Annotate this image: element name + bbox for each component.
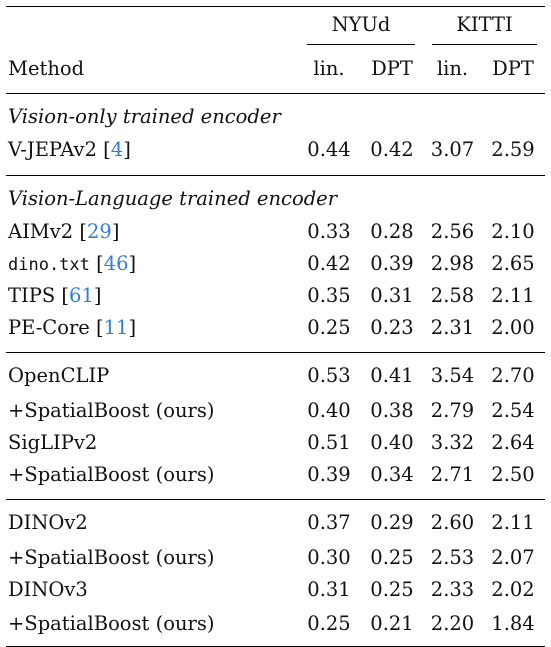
table-row-ours: +SpatialBoost (ours) 0.25 0.21 2.20 1.84 <box>6 606 545 647</box>
table-row: dino.txt [46] 0.42 0.39 2.98 2.65 <box>6 248 545 280</box>
value-cell: 2.58 <box>430 284 475 308</box>
value-cell: 0.25 <box>370 546 414 570</box>
value-cell: 0.28 <box>370 220 414 244</box>
value-cell: 0.42 <box>370 138 414 162</box>
header-sub-row: Method lin. DPT lin. DPT <box>6 45 545 94</box>
value-cell: 1.84 <box>491 612 535 636</box>
value-cell: 0.34 <box>370 463 414 487</box>
method-cell: SigLIPv2 <box>8 431 98 455</box>
value-cell: 3.32 <box>430 431 475 455</box>
value-cell: 2.02 <box>491 578 535 602</box>
citation-link[interactable]: 61 <box>69 284 94 308</box>
section-title-vision-only: Vision-only trained encoder <box>8 105 281 129</box>
value-cell: 0.40 <box>307 399 351 423</box>
value-cell: 2.33 <box>430 578 475 602</box>
value-cell: 2.50 <box>491 463 535 487</box>
table-row: TIPS [61] 0.35 0.31 2.58 2.11 <box>6 280 545 312</box>
value-cell: 2.20 <box>430 612 475 636</box>
table-row: OpenCLIP 0.53 0.41 3.54 2.70 <box>6 352 545 396</box>
method-cell: +SpatialBoost (ours) <box>8 546 215 570</box>
value-cell: 2.56 <box>430 220 475 244</box>
value-cell: 0.35 <box>307 284 351 308</box>
value-cell: 0.51 <box>307 431 351 455</box>
table-row-ours: +SpatialBoost (ours) 0.30 0.25 2.53 2.07 <box>6 542 545 574</box>
section-title-vision-language: Vision-Language trained encoder <box>8 187 338 211</box>
value-cell: 0.25 <box>307 612 351 636</box>
value-cell: 2.07 <box>491 546 535 570</box>
method-cell: dino.txt [46] <box>8 252 137 275</box>
value-cell: 0.31 <box>370 284 414 308</box>
section-header: Vision-Language trained encoder <box>6 175 545 217</box>
value-cell: 0.38 <box>370 399 414 423</box>
section-header: Vision-only trained encoder <box>6 93 545 135</box>
table-row: SigLIPv2 0.51 0.40 3.32 2.64 <box>6 427 545 459</box>
citation-link[interactable]: 11 <box>103 316 129 340</box>
header-group-row: NYUd KITTI <box>6 6 545 46</box>
method-cell: V-JEPAv2 [4] <box>8 138 131 162</box>
value-cell: 2.53 <box>430 546 475 570</box>
value-cell: 2.65 <box>491 252 535 276</box>
value-cell: 2.00 <box>491 316 535 340</box>
method-cell: +SpatialBoost (ours) <box>8 463 215 487</box>
nyud-lin-header: lin. <box>313 57 345 81</box>
value-cell: 0.40 <box>370 431 414 455</box>
method-cell: PE-Core [11] <box>8 316 137 340</box>
citation-link[interactable]: 46 <box>103 252 129 275</box>
citation-link[interactable]: 29 <box>87 220 112 244</box>
results-table: NYUd KITTI Method lin. DPT lin. DPT Visi… <box>6 6 545 647</box>
value-cell: 0.39 <box>370 252 414 276</box>
value-cell: 0.25 <box>307 316 351 340</box>
value-cell: 3.54 <box>430 364 475 388</box>
value-cell: 3.07 <box>430 138 475 162</box>
value-cell: 2.79 <box>430 399 475 423</box>
group-kitti-header: KITTI <box>424 7 545 46</box>
value-cell: 2.98 <box>430 252 475 276</box>
value-cell: 2.71 <box>430 463 475 487</box>
value-cell: 0.29 <box>370 511 414 535</box>
value-cell: 2.10 <box>491 220 535 244</box>
value-cell: 0.30 <box>307 546 351 570</box>
value-cell: 0.53 <box>307 364 351 388</box>
value-cell: 0.37 <box>307 511 351 535</box>
table-row: AIMv2 [29] 0.33 0.28 2.56 2.10 <box>6 216 545 248</box>
table-row: PE-Core [11] 0.25 0.23 2.31 2.00 <box>6 312 545 344</box>
method-cell: +SpatialBoost (ours) <box>8 399 215 423</box>
value-cell: 2.11 <box>491 511 535 535</box>
table-row: V-JEPAv2 [4] 0.44 0.42 3.07 2.59 <box>6 134 545 166</box>
group-nyud-header: NYUd <box>298 7 424 46</box>
value-cell: 2.60 <box>430 511 475 535</box>
value-cell: 0.31 <box>307 578 351 602</box>
value-cell: 0.23 <box>370 316 414 340</box>
results-table-figure: NYUd KITTI Method lin. DPT lin. DPT Visi… <box>6 6 545 647</box>
table-row-ours: +SpatialBoost (ours) 0.40 0.38 2.79 2.54 <box>6 395 545 427</box>
value-cell: 2.70 <box>491 364 535 388</box>
nyud-dpt-header: DPT <box>371 57 413 81</box>
method-cell: DINOv3 <box>8 578 88 602</box>
value-cell: 0.25 <box>370 578 414 602</box>
method-cell: DINOv2 <box>8 511 88 535</box>
method-column-header: Method <box>8 57 85 81</box>
value-cell: 0.41 <box>370 364 414 388</box>
method-cell: AIMv2 [29] <box>8 220 120 244</box>
value-cell: 0.42 <box>307 252 351 276</box>
kitti-lin-header: lin. <box>436 57 469 81</box>
citation-link[interactable]: 4 <box>110 138 124 162</box>
table-row: DINOv3 0.31 0.25 2.33 2.02 <box>6 574 545 606</box>
kitti-dpt-header: DPT <box>492 57 534 81</box>
table-row-ours: +SpatialBoost (ours) 0.39 0.34 2.71 2.50 <box>6 459 545 491</box>
value-cell: 0.21 <box>370 612 414 636</box>
value-cell: 2.11 <box>491 284 535 308</box>
value-cell: 0.33 <box>307 220 351 244</box>
table-row: DINOv2 0.37 0.29 2.60 2.11 <box>6 499 545 543</box>
value-cell: 2.54 <box>491 399 535 423</box>
value-cell: 2.31 <box>430 316 475 340</box>
method-cell: TIPS [61] <box>8 284 102 308</box>
value-cell: 0.39 <box>307 463 351 487</box>
value-cell: 0.44 <box>307 138 351 162</box>
method-cell: OpenCLIP <box>8 364 110 388</box>
value-cell: 2.59 <box>491 138 535 162</box>
value-cell: 2.64 <box>491 431 535 455</box>
method-cell: +SpatialBoost (ours) <box>8 612 215 636</box>
